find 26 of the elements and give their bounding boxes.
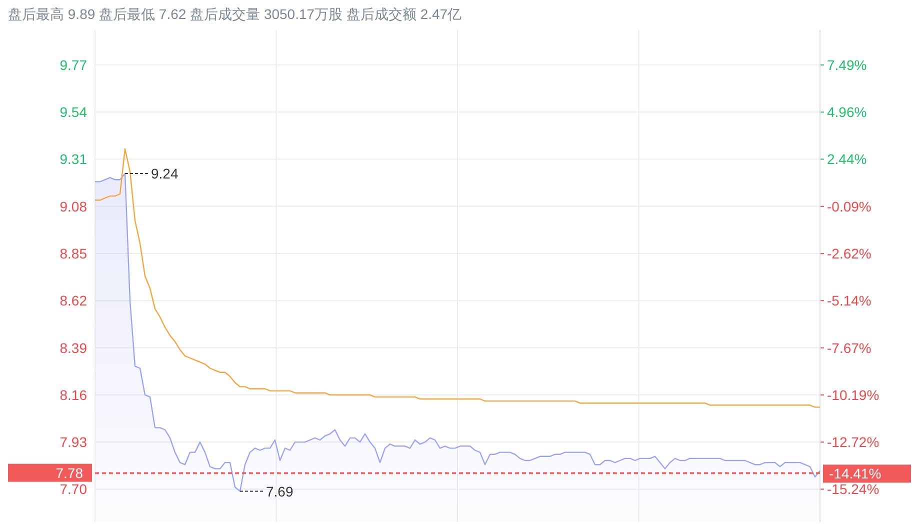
y2-tick-label: 2.44% [827, 151, 867, 168]
y-tick-label: 7.93 [60, 434, 88, 450]
y2-tick-label: -15.24% [827, 481, 880, 498]
y-tick-label: 8.85 [60, 245, 88, 262]
y-tick-label: 9.54 [60, 104, 88, 120]
y-tick-label: 7.70 [60, 481, 88, 498]
y-tick-label: 9.31 [60, 151, 88, 168]
y2-tick-label: 4.96% [827, 104, 867, 120]
y-tick-label: 8.16 [60, 386, 88, 403]
annotation: 9.24 [151, 166, 178, 182]
ref-line-label: 7.78 [56, 464, 84, 481]
y2-tick-label: -7.67% [827, 340, 872, 356]
y2-tick-label: 7.49% [827, 56, 867, 73]
annotation: 7.69 [266, 483, 294, 500]
y2-tick-label: -2.62% [827, 246, 872, 262]
y-tick-label: 9.77 [60, 56, 88, 73]
y2-tick-label: -12.72% [827, 434, 880, 450]
y-tick-label: 8.39 [60, 340, 88, 356]
line-series [94, 148, 821, 408]
y-tick-label: 9.08 [60, 198, 88, 214]
y2-tick-label: -5.14% [827, 292, 872, 309]
y2-tick-label: -10.19% [827, 386, 880, 403]
chart-title: 盘后最高 9.89 盘后最低 7.62 盘后成交量 3050.17万股 盘后成交额 2.47亿 [8, 6, 462, 22]
y-tick-label: 8.62 [60, 292, 88, 309]
y2-tick-label: -0.09% [827, 198, 872, 214]
ref-line-label: -14.41% [829, 466, 882, 482]
